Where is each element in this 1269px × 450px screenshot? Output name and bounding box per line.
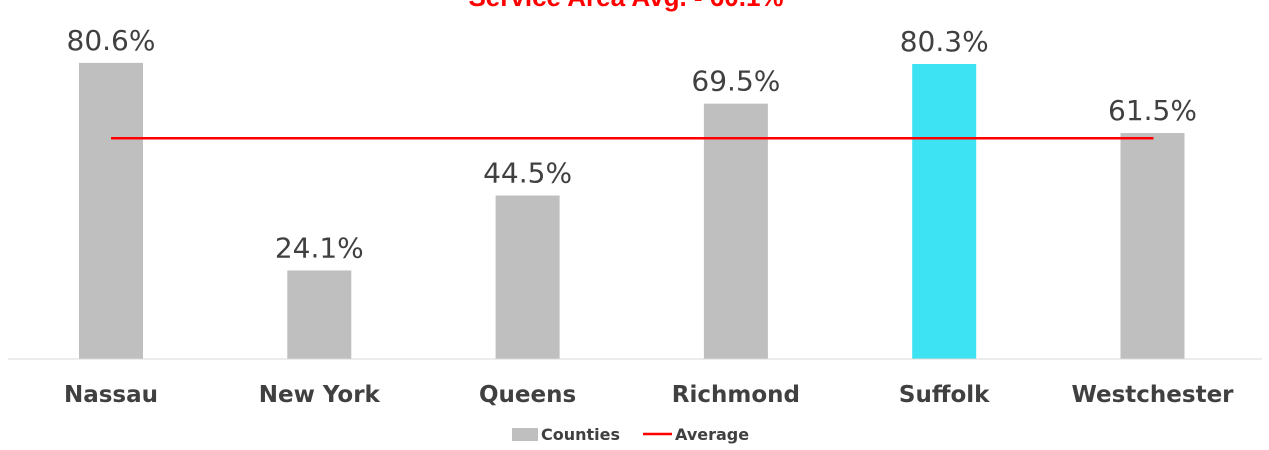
data-label-richmond: 69.5% (691, 65, 780, 98)
data-label-westchester: 61.5% (1108, 94, 1197, 127)
data-labels-group: 80.6% 24.1% 44.5% 69.5% 80.3% 61.5% (67, 24, 1197, 265)
category-labels-group: Nassau New York Queens Richmond Suffolk Westc… (64, 382, 1234, 408)
legend: Counties Average (512, 425, 749, 444)
chart-title: Service Area Avg. - 60.1% (468, 0, 783, 12)
bar-new-york (287, 270, 352, 359)
data-label-nassau: 80.6% (67, 24, 156, 57)
bars-group (79, 62, 1185, 360)
bar-westchester (1120, 133, 1185, 359)
data-label-suffolk: 80.3% (900, 25, 989, 58)
category-label-new-york: New York (259, 382, 381, 408)
data-label-queens: 44.5% (483, 157, 572, 190)
data-label-new-york: 24.1% (275, 231, 364, 264)
category-label-queens: Queens (479, 382, 576, 408)
legend-swatch-counties (512, 428, 538, 441)
category-label-westchester: Westchester (1071, 382, 1234, 408)
bar-suffolk (912, 63, 977, 360)
bar-richmond (703, 103, 768, 359)
legend-label-average: Average (675, 425, 749, 444)
legend-label-counties: Counties (541, 425, 620, 444)
bar-nassau (79, 62, 143, 360)
category-label-nassau: Nassau (64, 382, 158, 408)
category-label-suffolk: Suffolk (899, 382, 990, 408)
bar-queens (495, 195, 560, 359)
category-label-richmond: Richmond (672, 382, 800, 408)
